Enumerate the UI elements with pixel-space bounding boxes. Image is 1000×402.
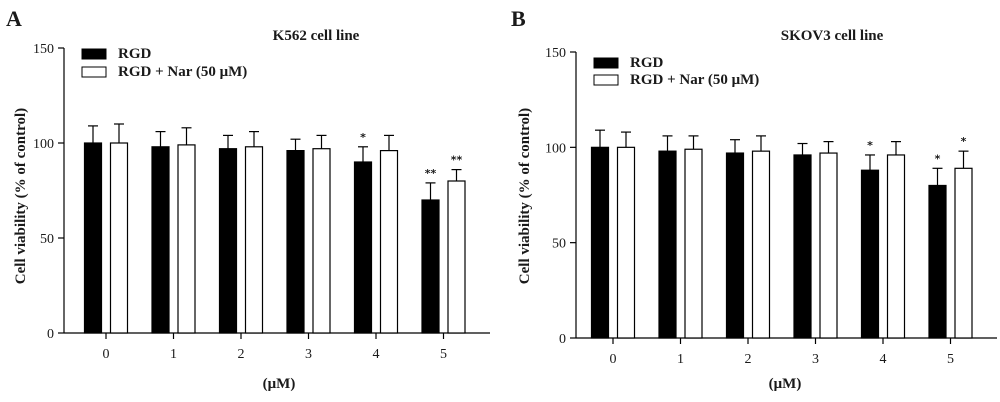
bar-rgd [421, 199, 440, 334]
bar-rgd-nar [244, 146, 264, 334]
significance-marker: ** [425, 167, 437, 180]
legend-label-rgd: RGD [630, 55, 664, 71]
bar-rgd-nar [954, 167, 973, 339]
bar-rgd [658, 150, 677, 339]
bar-rgd [590, 146, 610, 339]
x-tick-label: 4 [880, 352, 887, 367]
chart-title: K562 cell line [273, 28, 360, 44]
x-axis-label: (μM) [263, 376, 296, 392]
x-tick-label: 5 [440, 347, 447, 362]
panel-b: B SKOV3 cell line Cell viability (% of c… [511, 6, 997, 392]
bar-rgd-nar [886, 154, 906, 339]
y-tick-label: 100 [545, 141, 566, 156]
bar-rgd-nar [312, 148, 331, 334]
x-tick-label: 4 [373, 347, 380, 362]
legend-swatch-rgd [593, 57, 619, 69]
y-axis-label: Cell viability (% of control) [517, 108, 533, 284]
legend-swatch-rgd-nar [593, 74, 619, 86]
x-tick-label: 3 [305, 347, 312, 362]
y-axis-label: Cell viability (% of control) [13, 108, 29, 284]
panel-letter: B [511, 6, 526, 31]
x-tick-label: 2 [745, 352, 752, 367]
bar-rgd [725, 152, 745, 339]
bar-rgd [353, 161, 373, 334]
bar-rgd-nar [177, 144, 196, 334]
y-tick-label: 150 [33, 42, 54, 57]
x-tick-label: 0 [103, 347, 110, 362]
significance-marker: * [360, 131, 366, 144]
y-tick-label: 50 [552, 237, 566, 252]
bar-rgd-nar [379, 150, 399, 334]
legend: RGD RGD + Nar (50 μM) [81, 46, 247, 80]
bar-rgd-nar [616, 146, 636, 339]
significance-marker: * [961, 135, 967, 148]
panel-a: A K562 cell line Cell viability (% of co… [6, 6, 490, 392]
legend-label-rgd: RGD [118, 46, 152, 62]
chart-title: SKOV3 cell line [781, 28, 884, 44]
significance-marker: ** [451, 154, 463, 167]
x-tick-label: 5 [947, 352, 954, 367]
legend-label-rgd-nar: RGD + Nar (50 μM) [118, 64, 247, 80]
y-tick-label: 150 [545, 46, 566, 61]
y-tick-label: 100 [33, 137, 54, 152]
bar-rgd-nar [447, 180, 466, 334]
legend-swatch-rgd-nar [81, 66, 107, 78]
significance-marker: * [867, 139, 873, 152]
significance-marker: * [935, 152, 941, 165]
bar-rgd [218, 148, 238, 334]
x-tick-label: 0 [610, 352, 617, 367]
bar-rgd-nar [819, 152, 838, 339]
legend-swatch-rgd [81, 48, 107, 60]
bar-rgd-nar [751, 150, 771, 339]
legend-label-rgd-nar: RGD + Nar (50 μM) [630, 72, 759, 88]
y-tick-label: 0 [559, 332, 566, 347]
x-tick-label: 1 [170, 347, 177, 362]
bar-rgd [83, 142, 103, 334]
x-tick-label: 2 [238, 347, 245, 362]
bar-rgd [860, 169, 880, 339]
y-tick-label: 0 [47, 327, 54, 342]
y-tick-label: 50 [40, 232, 54, 247]
bar-rgd [286, 150, 305, 334]
panel-letter: A [6, 6, 22, 31]
bar-rgd-nar [684, 148, 703, 339]
bar-rgd [793, 154, 812, 339]
legend: RGD RGD + Nar (50 μM) [593, 55, 759, 88]
bar-rgd [928, 184, 947, 339]
x-tick-label: 3 [812, 352, 819, 367]
x-axis-label: (μM) [769, 376, 802, 392]
x-tick-label: 1 [677, 352, 684, 367]
bar-rgd-nar [109, 142, 129, 334]
bar-rgd [151, 146, 170, 334]
